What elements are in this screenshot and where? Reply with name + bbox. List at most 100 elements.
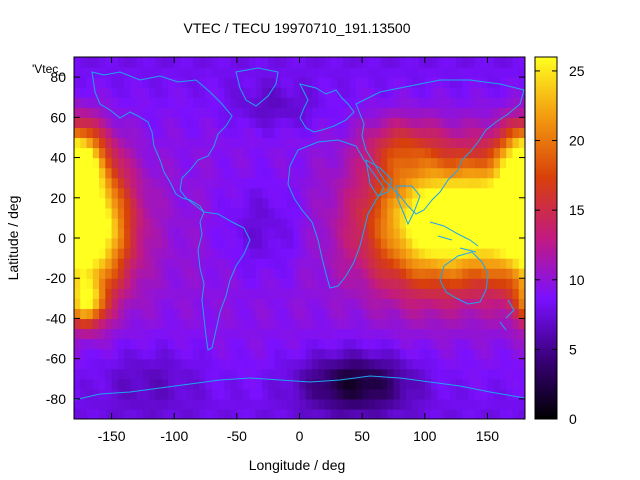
heatmap-cell bbox=[393, 268, 401, 279]
heatmap-cell bbox=[211, 288, 219, 299]
heatmap-cell bbox=[99, 147, 106, 159]
heatmap-cell bbox=[167, 358, 175, 370]
heatmap-cell bbox=[155, 408, 163, 419]
heatmap-cell bbox=[174, 268, 182, 279]
heatmap-cell bbox=[299, 298, 307, 309]
heatmap-cell bbox=[136, 207, 144, 219]
heatmap-cell bbox=[387, 167, 395, 179]
heatmap-cell bbox=[506, 197, 514, 209]
heatmap-cell bbox=[493, 227, 501, 239]
heatmap-cell bbox=[418, 187, 426, 199]
heatmap-cell bbox=[418, 398, 426, 410]
heatmap-cell bbox=[218, 238, 225, 249]
heatmap-cell bbox=[468, 117, 476, 128]
heatmap-cell bbox=[243, 298, 250, 309]
heatmap-cell bbox=[343, 127, 351, 139]
heatmap-cell bbox=[218, 57, 225, 68]
heatmap-cell bbox=[474, 318, 482, 330]
heatmap-cell bbox=[506, 177, 514, 189]
heatmap-cell bbox=[443, 127, 451, 139]
heatmap-cell bbox=[211, 408, 219, 419]
heatmap-cell bbox=[481, 248, 489, 259]
heatmap-cell bbox=[130, 258, 138, 269]
heatmap-cell bbox=[443, 167, 451, 179]
heatmap-cell bbox=[512, 137, 520, 149]
heatmap-cell bbox=[324, 67, 332, 78]
heatmap-cell bbox=[318, 107, 326, 118]
heatmap-cell bbox=[186, 318, 194, 330]
heatmap-cell bbox=[456, 298, 463, 309]
heatmap-cell bbox=[80, 368, 88, 380]
heatmap-cell bbox=[393, 107, 401, 118]
heatmap-cell bbox=[211, 358, 219, 370]
heatmap-cell bbox=[142, 388, 150, 400]
heatmap-cell bbox=[449, 298, 457, 309]
heatmap-cell bbox=[380, 338, 388, 350]
heatmap-cell bbox=[499, 238, 507, 249]
heatmap-cell bbox=[487, 278, 495, 289]
heatmap-cell bbox=[80, 117, 88, 128]
heatmap-cell bbox=[117, 77, 125, 88]
heatmap-cell bbox=[506, 348, 514, 360]
heatmap-cell bbox=[443, 298, 451, 309]
heatmap-cell bbox=[149, 167, 157, 179]
heatmap-cell bbox=[399, 57, 407, 68]
heatmap-cell bbox=[462, 107, 470, 118]
heatmap-cell bbox=[499, 197, 507, 209]
heatmap-cell bbox=[111, 248, 119, 259]
heatmap-cell bbox=[224, 167, 232, 179]
heatmap-cell bbox=[236, 157, 244, 169]
heatmap-cell bbox=[80, 288, 88, 299]
heatmap-cell bbox=[142, 227, 150, 239]
heatmap-cell bbox=[249, 298, 257, 309]
heatmap-cell bbox=[330, 288, 338, 299]
heatmap-cell bbox=[274, 87, 282, 98]
heatmap-cell bbox=[387, 338, 395, 350]
heatmap-cell bbox=[437, 107, 445, 118]
heatmap-cell bbox=[368, 398, 376, 410]
heatmap-cell bbox=[255, 157, 263, 169]
heatmap-cell bbox=[74, 187, 81, 199]
heatmap-cell bbox=[80, 378, 88, 390]
heatmap-cell bbox=[449, 268, 457, 279]
heatmap-cell bbox=[236, 97, 244, 108]
heatmap-cell bbox=[218, 408, 225, 419]
heatmap-cell bbox=[512, 388, 520, 400]
heatmap-cell bbox=[130, 328, 138, 340]
heatmap-cell bbox=[149, 378, 157, 390]
heatmap-cell bbox=[412, 177, 420, 189]
heatmap-cell bbox=[186, 238, 194, 249]
heatmap-cell bbox=[468, 288, 476, 299]
heatmap-cell bbox=[86, 97, 94, 108]
heatmap-cell bbox=[211, 238, 219, 249]
heatmap-cell bbox=[299, 147, 307, 159]
heatmap-cell bbox=[399, 328, 407, 340]
heatmap-cell bbox=[199, 117, 207, 128]
heatmap-cell bbox=[387, 298, 395, 309]
heatmap-cell bbox=[318, 298, 326, 309]
heatmap-cell bbox=[368, 77, 376, 88]
heatmap-cell bbox=[468, 107, 476, 118]
heatmap-cell bbox=[299, 67, 307, 78]
heatmap-cell bbox=[218, 278, 225, 289]
heatmap-cell bbox=[224, 408, 232, 419]
heatmap-cell bbox=[374, 117, 382, 128]
heatmap-cell bbox=[468, 217, 476, 229]
heatmap-cell bbox=[499, 398, 507, 410]
heatmap-cell bbox=[330, 197, 338, 209]
heatmap-cell bbox=[80, 97, 88, 108]
heatmap-cell bbox=[374, 77, 382, 88]
heatmap-cell bbox=[230, 368, 238, 380]
heatmap-cell bbox=[418, 107, 426, 118]
heatmap-cell bbox=[324, 97, 332, 108]
heatmap-cell bbox=[186, 107, 194, 118]
heatmap-cell bbox=[443, 227, 451, 239]
heatmap-cell bbox=[105, 67, 113, 78]
heatmap-cell bbox=[462, 358, 470, 370]
heatmap-cell bbox=[205, 167, 213, 179]
heatmap-cell bbox=[111, 147, 119, 159]
heatmap-cell bbox=[149, 388, 157, 400]
heatmap-cell bbox=[243, 288, 250, 299]
heatmap-cell bbox=[456, 217, 463, 229]
heatmap-cell bbox=[218, 67, 225, 78]
